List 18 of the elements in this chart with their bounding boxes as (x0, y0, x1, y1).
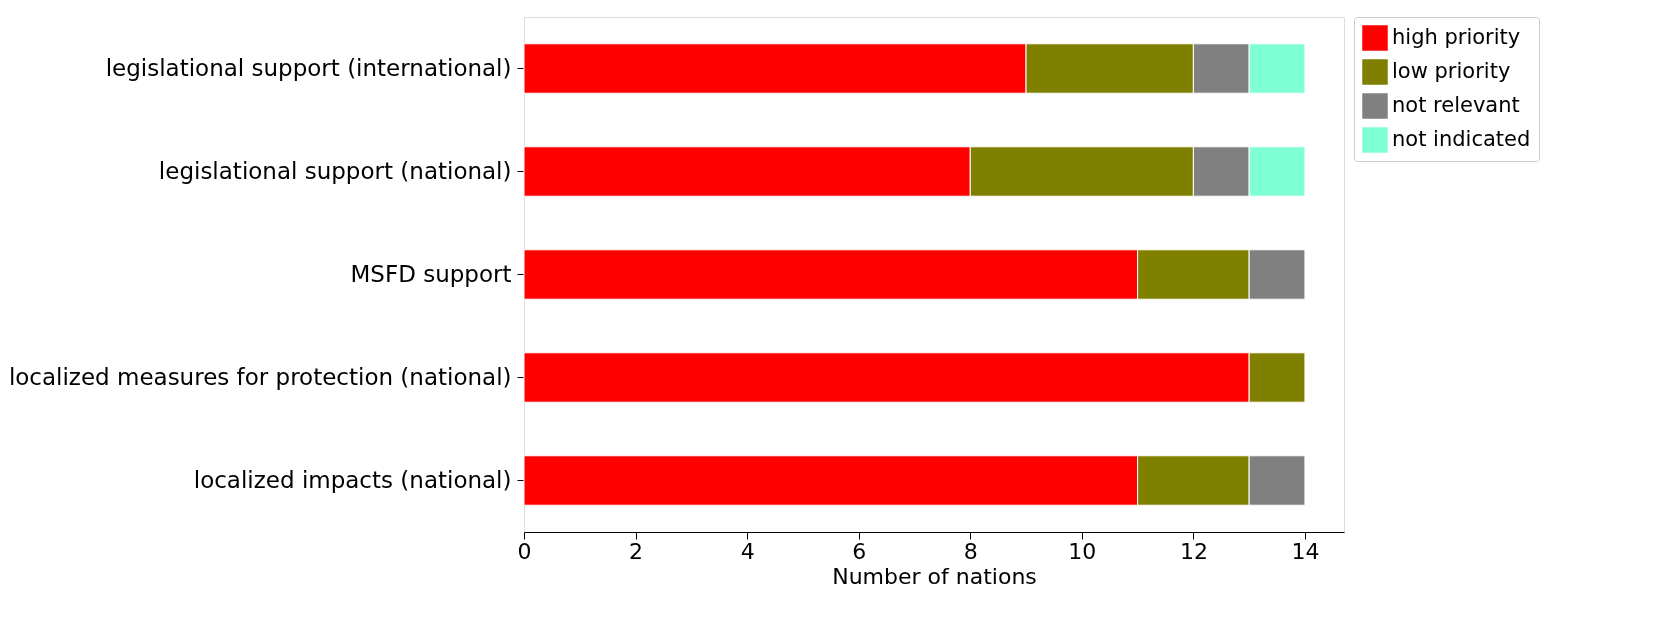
y-tick-label: legislational support (national) (158, 157, 512, 184)
x-tick-label: 6 (852, 538, 867, 564)
x-tick-label: 2 (629, 538, 644, 564)
y-tick-label: MSFD support (350, 260, 512, 287)
legend-label: not relevant (1392, 93, 1520, 117)
y-tick-label: legislational support (international) (105, 54, 512, 81)
legend-label: not indicated (1392, 127, 1531, 151)
x-tick-label: 10 (1068, 538, 1097, 564)
x-tick-label: 0 (517, 538, 532, 564)
x-axis-title: Number of nations (832, 563, 1037, 589)
x-tick-label: 12 (1179, 538, 1208, 564)
y-tick-label: localized impacts (national) (193, 466, 512, 493)
x-tick-label: 8 (963, 538, 978, 564)
x-tick-label: 4 (740, 538, 755, 564)
legend-label: high priority (1392, 25, 1521, 49)
legend-label: low priority (1392, 59, 1511, 83)
x-tick-label: 14 (1291, 538, 1320, 564)
y-tick-label: localized measures for protection (national) (8, 363, 512, 390)
